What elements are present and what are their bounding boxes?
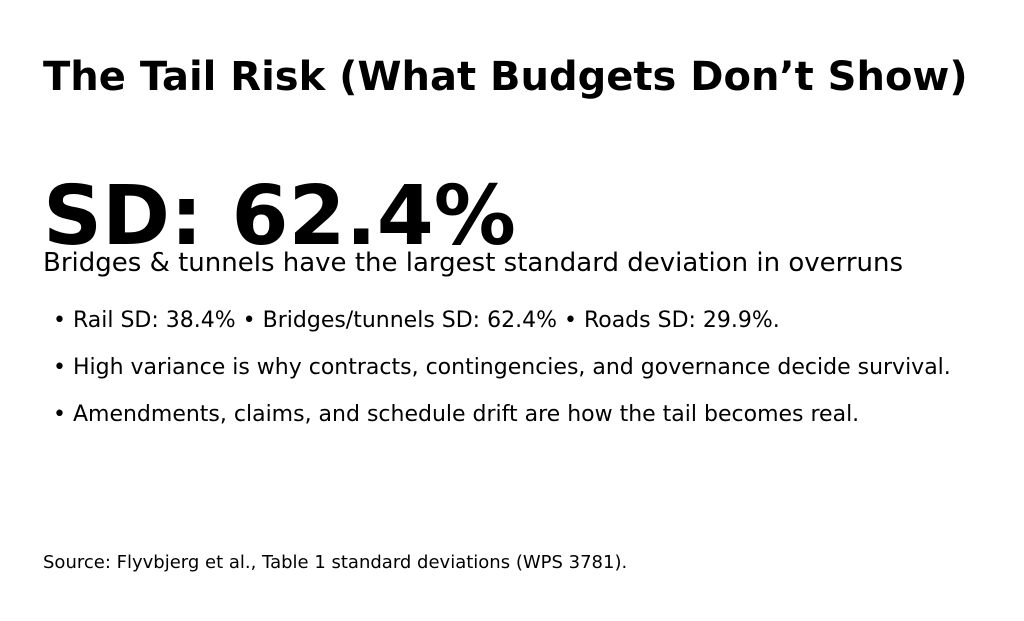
bullet: • Amendments, claims, and schedule drift… (53, 402, 860, 427)
headline-stat: SD: 62.4% (43, 169, 516, 264)
bullet: • Rail SD: 38.4% • Bridges/tunnels SD: 6… (53, 308, 780, 333)
slide-title: The Tail Risk (What Budgets Don’t Show) (43, 54, 968, 100)
bullet: • High variance is why contracts, contin… (53, 355, 951, 380)
source-note: Source: Flyvbjerg et al., Table 1 standa… (43, 552, 628, 573)
subtitle: Bridges & tunnels have the largest stand… (43, 248, 904, 278)
